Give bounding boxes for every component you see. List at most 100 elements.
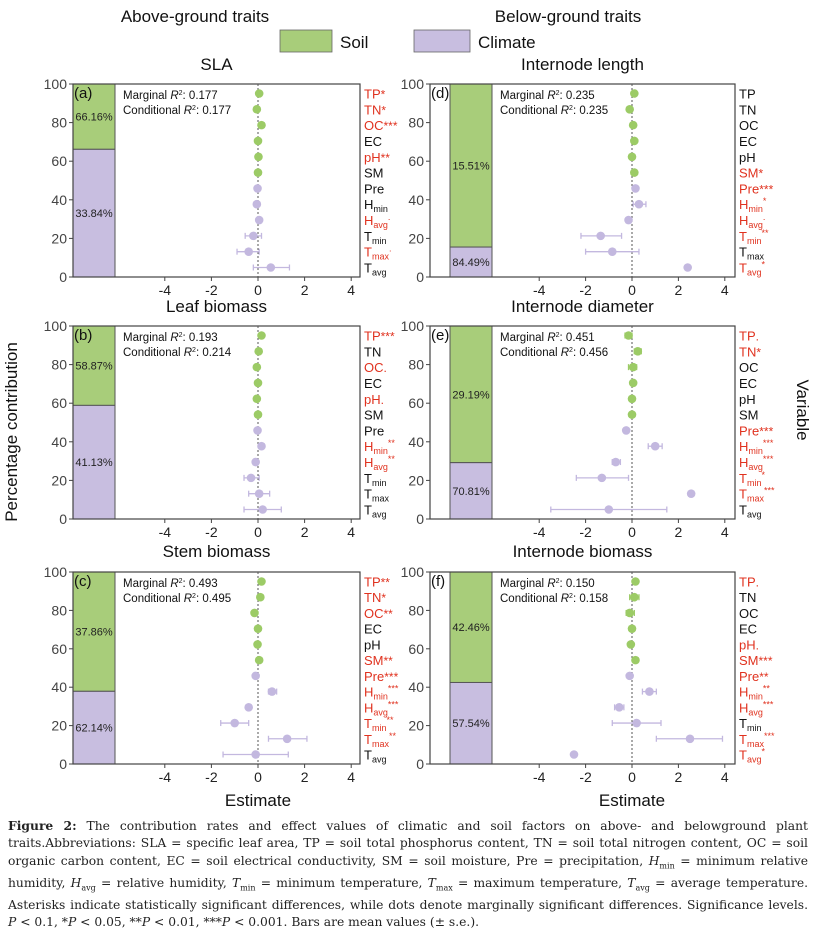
caption-segment: P bbox=[141, 914, 151, 929]
climate-bar bbox=[72, 690, 116, 765]
y-tick-label: 100 bbox=[44, 564, 68, 580]
climate-bar bbox=[72, 148, 116, 278]
variable-label: TP** bbox=[364, 575, 390, 590]
panel-letter: (f) bbox=[431, 573, 445, 590]
estimate-point-sm bbox=[631, 655, 640, 665]
right-axis-label: Variable bbox=[793, 379, 812, 440]
y-tick-label: 60 bbox=[408, 395, 424, 411]
x-tick-label: -4 bbox=[533, 524, 546, 540]
x-tick-label: -2 bbox=[205, 282, 218, 298]
climate-percent-label: 41.13% bbox=[75, 457, 113, 469]
soil-percent-label: 58.87% bbox=[75, 361, 113, 373]
y-tick-label: 20 bbox=[51, 718, 67, 734]
conditional-r2: Conditional R2: 0.235 bbox=[500, 105, 608, 117]
variable-label: OC*** bbox=[364, 118, 398, 133]
estimate-point-ph bbox=[627, 152, 637, 162]
panel-f: Internode biomass42.46%57.54%(f)02040608… bbox=[401, 542, 775, 785]
x-tick-label: -2 bbox=[205, 769, 218, 785]
variable-label: EC bbox=[739, 622, 757, 637]
y-tick-label: 20 bbox=[408, 718, 424, 734]
estimate-point-tp bbox=[254, 89, 264, 98]
x-tick-label: -4 bbox=[533, 769, 546, 785]
estimate-point-pre bbox=[251, 671, 260, 681]
caption-segment: H bbox=[70, 875, 82, 890]
variable-label: Havg. bbox=[364, 212, 390, 230]
variable-label: SM bbox=[364, 166, 384, 181]
x-axis-label-right: Estimate bbox=[599, 791, 665, 810]
panel-letter: (b) bbox=[74, 327, 92, 344]
variable-label: pH bbox=[739, 150, 756, 165]
climate-bar bbox=[449, 462, 493, 520]
estimate-point-oc bbox=[625, 608, 634, 618]
estimate-point-hmin bbox=[267, 687, 277, 696]
marginal-r2: Marginal R2: 0.177 bbox=[123, 90, 218, 102]
variable-label: Hmin* bbox=[739, 196, 767, 214]
variable-label: TN bbox=[364, 344, 381, 359]
caption-segment: T bbox=[627, 875, 636, 890]
estimate-point-hmin bbox=[645, 687, 654, 696]
header-above-ground: Above-ground traits bbox=[121, 7, 269, 26]
x-tick-label: 0 bbox=[628, 524, 636, 540]
panel-title: Leaf biomass bbox=[166, 297, 267, 316]
y-tick-label: 40 bbox=[51, 679, 67, 695]
x-tick-label: 4 bbox=[721, 524, 729, 540]
soil-bar bbox=[72, 83, 116, 150]
x-tick-label: 0 bbox=[254, 524, 262, 540]
x-axis-label-left: Estimate bbox=[225, 791, 291, 810]
x-tick-label: -2 bbox=[579, 524, 592, 540]
estimate-point-havg bbox=[251, 457, 260, 467]
estimate-point-tp bbox=[630, 89, 639, 98]
panel-frame bbox=[72, 571, 361, 765]
variable-label: EC bbox=[364, 376, 382, 391]
estimate-point-tmax bbox=[282, 734, 292, 744]
panel-letter: (a) bbox=[74, 85, 92, 102]
estimate-point-tmin bbox=[632, 718, 641, 728]
x-tick-label: 4 bbox=[721, 769, 729, 785]
y-tick-label: 60 bbox=[408, 641, 424, 657]
y-axis-label: Percentage contribution bbox=[2, 342, 21, 522]
legend-climate-swatch bbox=[413, 29, 471, 53]
caption-segment: max bbox=[435, 883, 453, 893]
variable-label: SM bbox=[364, 408, 384, 423]
variable-label: pH bbox=[739, 392, 756, 407]
y-tick-label: 0 bbox=[59, 511, 67, 527]
y-tick-label: 40 bbox=[408, 192, 424, 208]
estimate-point-oc bbox=[250, 608, 259, 618]
caption-segment: T bbox=[427, 875, 436, 890]
x-tick-label: 2 bbox=[301, 282, 309, 298]
estimate-point-havg bbox=[244, 703, 253, 712]
variable-label: EC bbox=[364, 134, 382, 149]
x-tick-label: -2 bbox=[579, 769, 592, 785]
variable-label: Tmin** bbox=[739, 228, 769, 246]
caption-segment: P bbox=[221, 914, 231, 929]
variable-label: TN bbox=[739, 590, 756, 605]
y-tick-label: 100 bbox=[44, 318, 68, 334]
estimate-point-havg bbox=[254, 215, 264, 225]
caption-segment: H bbox=[648, 853, 660, 868]
y-tick-label: 60 bbox=[51, 395, 67, 411]
caption-segment: = relative humidity, bbox=[95, 875, 233, 890]
estimate-point-tn bbox=[256, 592, 265, 602]
variable-label: pH. bbox=[364, 392, 384, 407]
y-tick-label: 20 bbox=[408, 472, 424, 488]
y-tick-label: 80 bbox=[51, 115, 67, 131]
estimate-point-tmin bbox=[596, 231, 605, 241]
panel-title: Internode biomass bbox=[513, 542, 653, 561]
panel-frame bbox=[429, 571, 736, 765]
estimate-point-tmax bbox=[685, 734, 695, 744]
soil-bar bbox=[72, 325, 116, 406]
x-tick-label: -4 bbox=[159, 524, 172, 540]
x-tick-label: 0 bbox=[254, 769, 262, 785]
variable-label: EC bbox=[739, 376, 757, 391]
variable-label: Tavg* bbox=[739, 747, 765, 765]
estimate-point-tavg bbox=[604, 505, 614, 514]
variable-label: OC bbox=[739, 360, 759, 375]
variable-label: Pre*** bbox=[739, 423, 774, 438]
y-tick-label: 40 bbox=[408, 434, 424, 450]
variable-label: Pre** bbox=[739, 669, 769, 684]
estimate-point-ph bbox=[254, 152, 263, 162]
variable-label: TP. bbox=[739, 329, 759, 344]
estimate-point-ph bbox=[627, 394, 637, 404]
estimate-point-sm bbox=[627, 410, 637, 419]
x-tick-label: -2 bbox=[579, 282, 592, 298]
